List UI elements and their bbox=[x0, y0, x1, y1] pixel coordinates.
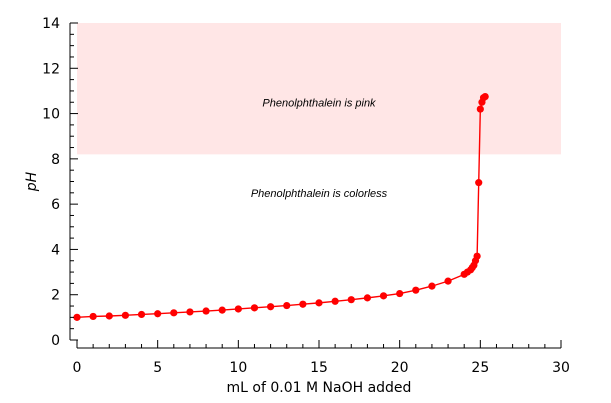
data-point bbox=[170, 309, 178, 317]
x-tick-label: 20 bbox=[391, 360, 409, 376]
data-point bbox=[267, 303, 275, 311]
data-point bbox=[475, 179, 483, 187]
annotation-pink: Phenolphthalein is pink bbox=[262, 97, 376, 109]
data-point bbox=[396, 289, 404, 298]
data-point bbox=[331, 297, 339, 305]
data-point bbox=[218, 306, 226, 314]
y-tick-label: 2 bbox=[51, 288, 60, 304]
x-tick-label: 0 bbox=[73, 360, 82, 376]
x-axis-title: mL of 0.01 M NaOH added bbox=[227, 380, 412, 396]
data-point bbox=[473, 252, 481, 260]
data-point bbox=[186, 308, 194, 316]
data-point bbox=[105, 312, 113, 320]
data-point bbox=[299, 300, 307, 308]
data-point bbox=[121, 311, 129, 319]
data-point bbox=[250, 304, 259, 312]
data-point bbox=[363, 294, 371, 302]
data-point bbox=[476, 105, 484, 113]
data-point bbox=[315, 299, 323, 307]
y-tick-label: 14 bbox=[42, 16, 60, 32]
data-point bbox=[202, 307, 210, 315]
data-point bbox=[154, 310, 162, 318]
pink-region-band bbox=[77, 23, 561, 155]
data-point bbox=[379, 292, 388, 300]
data-point bbox=[428, 282, 436, 290]
x-tick-label: 5 bbox=[153, 360, 162, 376]
data-point bbox=[89, 312, 97, 321]
x-tick-label: 30 bbox=[552, 360, 570, 376]
y-tick-label: 0 bbox=[51, 333, 60, 349]
x-tick-label: 15 bbox=[310, 360, 328, 376]
y-axis-title: pH bbox=[24, 171, 40, 192]
data-point bbox=[412, 286, 420, 294]
data-point bbox=[73, 313, 81, 321]
data-point bbox=[347, 296, 355, 304]
y-tick-label: 8 bbox=[51, 152, 60, 168]
annotation-colorless: Phenolphthalein is colorless bbox=[251, 188, 388, 200]
y-tick-label: 6 bbox=[51, 197, 60, 213]
data-point bbox=[444, 277, 452, 285]
x-tick-label: 25 bbox=[471, 360, 489, 376]
data-point bbox=[481, 92, 489, 101]
y-tick-label: 4 bbox=[51, 242, 60, 258]
data-point bbox=[283, 301, 291, 310]
data-point bbox=[137, 310, 146, 319]
x-tick-label: 10 bbox=[229, 360, 247, 376]
data-point bbox=[234, 305, 242, 313]
y-tick-label: 10 bbox=[42, 107, 60, 123]
y-tick-label: 12 bbox=[42, 61, 60, 77]
